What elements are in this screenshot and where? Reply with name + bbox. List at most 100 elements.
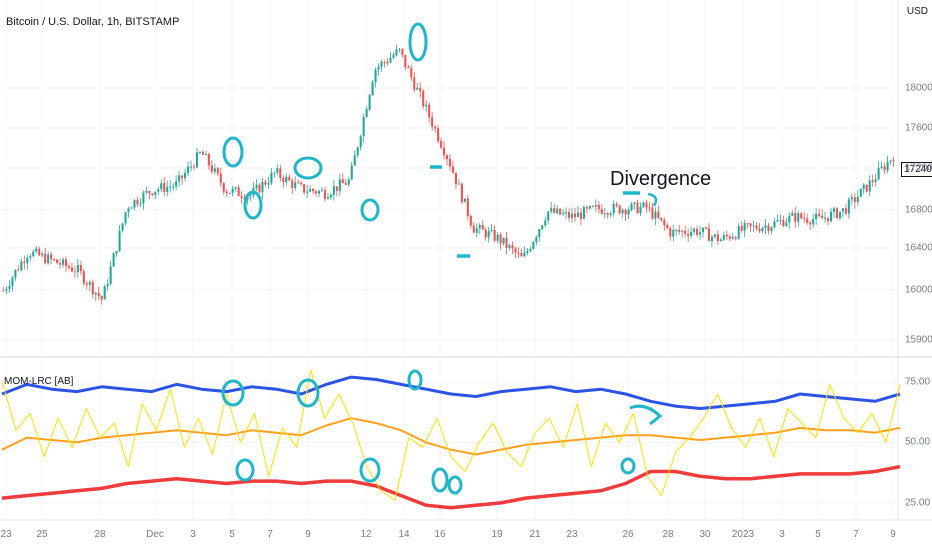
candle-body (91, 281, 94, 295)
candle-body (547, 211, 550, 221)
candle-body (654, 211, 657, 219)
candle-body (868, 180, 871, 192)
candle-body (451, 166, 455, 173)
candle-body (752, 225, 755, 227)
chart-title: Bitcoin / U.S. Dollar, 1h, BITSTAMP (6, 16, 180, 28)
candle-body (597, 204, 600, 210)
candle-body (785, 222, 788, 227)
candle-body (70, 267, 73, 272)
candle-body (481, 224, 484, 230)
candle-body (103, 286, 106, 300)
candle-body (225, 191, 228, 194)
candle-body (35, 248, 38, 252)
x-tick-label: 7 (853, 529, 859, 540)
candle-body (520, 252, 523, 257)
divergence-hook (647, 192, 658, 207)
candle-body (279, 168, 282, 178)
candle-body (300, 183, 303, 185)
marker-circle (243, 190, 263, 220)
candle-body (466, 198, 469, 216)
candle-body (398, 48, 401, 50)
y-tick-label: 17600.00 (905, 122, 932, 134)
candle-body (693, 228, 696, 232)
candle-body (118, 230, 121, 251)
candle-body (645, 202, 648, 208)
candle-body (758, 228, 761, 232)
candle-body (17, 269, 20, 271)
candle-body (511, 245, 514, 249)
y-tick-label: 25.00 (905, 497, 931, 509)
candle-body (463, 198, 466, 203)
candle-body (490, 229, 493, 232)
candle-body (832, 208, 836, 212)
x-tick-label: 2023 (731, 529, 755, 540)
mid-series-line (1, 417, 901, 456)
candle-body (770, 227, 773, 232)
candle-body (880, 166, 883, 168)
candle-body (636, 202, 639, 214)
x-tick-label: 28 (662, 529, 674, 540)
candle-body (422, 91, 425, 107)
candle-body (234, 187, 237, 189)
candle-body (53, 259, 56, 261)
marker-circle (408, 22, 428, 62)
candle-body (79, 265, 82, 272)
candle-body (178, 175, 181, 182)
last-price-tag: 17240.00 (901, 162, 932, 177)
y-tick-label: 15900.00 (905, 334, 932, 346)
y-tick-label: 18000.00 (905, 82, 932, 94)
candle-body (707, 228, 711, 242)
candle-body (624, 209, 627, 215)
candle-body (437, 128, 440, 142)
candle-body (553, 208, 556, 213)
candle-body (701, 227, 705, 233)
candle-body (20, 261, 23, 271)
candle-body (776, 220, 779, 222)
candle-body (148, 190, 151, 194)
candle-body (585, 207, 588, 209)
candle-body (428, 104, 431, 118)
candle-body (41, 253, 44, 256)
momentum-series-line (1, 369, 901, 501)
candle-body (725, 234, 728, 237)
candle-body (651, 207, 654, 219)
candle-body (576, 212, 580, 218)
candle-body (865, 184, 868, 192)
candle-body (181, 175, 184, 179)
candle-body (788, 215, 791, 223)
candle-body (728, 236, 731, 239)
candle-body (523, 252, 526, 257)
candle-body (710, 236, 713, 242)
candle-body (657, 211, 660, 218)
candle-body (231, 188, 234, 193)
candle-body (61, 259, 65, 265)
candle-body (818, 213, 821, 216)
candle-body (213, 168, 216, 172)
candle-body (505, 237, 508, 248)
divergence-annotation: Divergence (610, 168, 712, 190)
candle-body (240, 196, 243, 198)
candle-body (288, 176, 291, 181)
candle-body (326, 197, 329, 199)
candle-body (219, 173, 222, 184)
candle-body (755, 225, 758, 229)
candle-body (731, 237, 734, 239)
candle-body (690, 231, 693, 236)
candle-body (764, 225, 767, 228)
candle-body (121, 223, 124, 231)
candle-body (362, 117, 365, 137)
candle-body (874, 179, 877, 182)
candle-body (484, 229, 487, 238)
x-tick-label: 5 (229, 529, 235, 540)
candle-body (112, 253, 115, 267)
y-tick-label: 16000.00 (905, 284, 932, 296)
candle-body (249, 195, 252, 197)
candle-body (130, 207, 133, 209)
candle-body (630, 203, 633, 211)
candle-body (335, 186, 338, 191)
candle-body (627, 210, 630, 215)
candle-body (160, 183, 163, 190)
marker-circle (222, 136, 244, 168)
